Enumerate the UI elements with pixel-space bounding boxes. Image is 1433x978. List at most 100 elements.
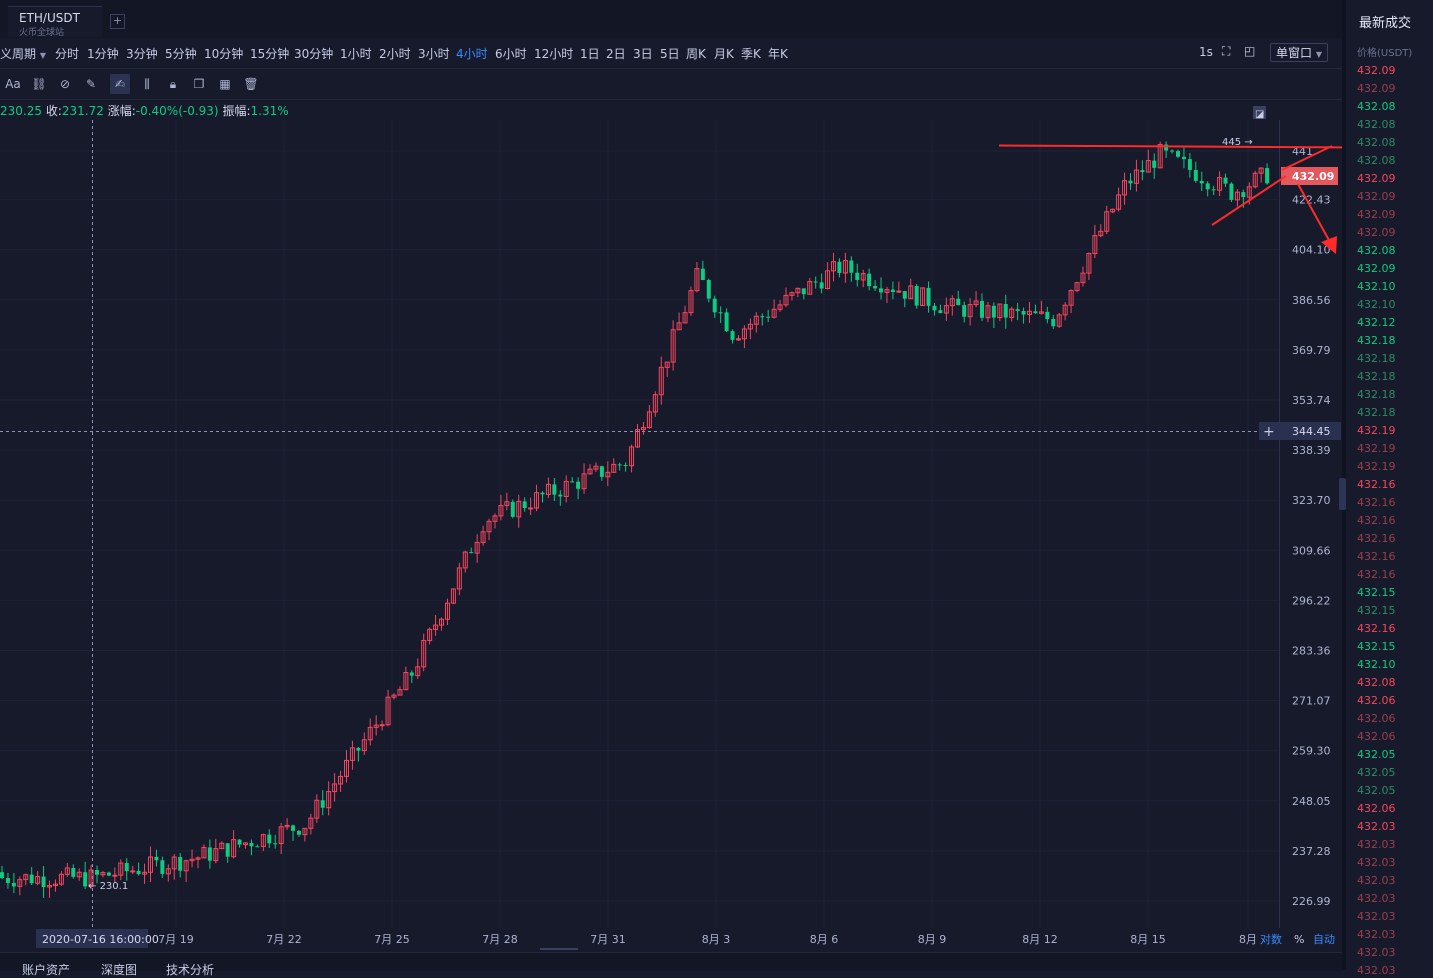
candle: [801, 288, 806, 300]
period-item[interactable]: 10分钟: [204, 47, 244, 61]
lock-icon[interactable]: 🔒︎: [169, 77, 177, 91]
period-item[interactable]: 30分钟: [294, 47, 334, 61]
candle: [813, 276, 818, 289]
trade-row: 432.09: [1357, 262, 1396, 275]
add-tab-button[interactable]: +: [110, 14, 125, 29]
trash-icon[interactable]: 🗑︎: [243, 77, 259, 91]
down-arrow-line[interactable]: [1297, 183, 1331, 243]
candle-body: [611, 463, 617, 473]
draw-mode-icon[interactable]: ✍: [110, 74, 130, 94]
candle-body: [302, 827, 308, 836]
period-item[interactable]: 12小时: [534, 47, 574, 61]
candle-body: [522, 501, 527, 509]
tab-bar: ETH/USDT 火币全球站 +: [0, 0, 1342, 39]
collapse-handle[interactable]: [1339, 478, 1346, 510]
period-item[interactable]: 1小时: [340, 47, 372, 61]
close-label: 收:: [45, 104, 62, 118]
period-item[interactable]: 1日: [580, 47, 600, 61]
candle: [1003, 294, 1008, 329]
candle-body: [1211, 189, 1216, 191]
scroll-handle[interactable]: [540, 948, 578, 950]
candlestick-chart[interactable]: 441 422.43 404.10 386.56 369.79 353.74 338.39 3…: [0, 100, 1342, 950]
candle-style-icon[interactable]: ⫼: [144, 77, 150, 91]
pattern-tool-icon[interactable]: ⛓: [31, 77, 47, 91]
tab-eth-usdt[interactable]: ETH/USDT 火币全球站: [8, 6, 102, 38]
period-bar: 义周期 ▼ 分时 1分钟 3分钟 5分钟 10分钟 15分钟 30分钟 1小时 …: [0, 38, 1342, 69]
candle: [962, 301, 967, 323]
candle: [766, 309, 771, 323]
period-item[interactable]: 分时: [55, 47, 80, 61]
candle: [997, 303, 1003, 322]
period-item[interactable]: 5分钟: [165, 47, 197, 61]
candle-body: [528, 507, 534, 510]
period-item[interactable]: 季K: [741, 47, 761, 61]
candle-body: [260, 834, 266, 847]
candle: [1193, 161, 1198, 183]
candle-body: [1062, 304, 1068, 316]
candle: [605, 461, 611, 487]
candle: [1033, 304, 1038, 314]
candle-body: [700, 268, 705, 280]
period-item-active[interactable]: 4小时: [456, 47, 488, 61]
fullscreen-icon[interactable]: ⛶: [1222, 44, 1231, 58]
candle-body: [623, 465, 628, 467]
period-item[interactable]: 3日: [633, 47, 653, 61]
candle: [1252, 170, 1258, 189]
candle: [712, 295, 717, 318]
period-item[interactable]: 3分钟: [126, 47, 158, 61]
trade-row: 432.03: [1357, 892, 1396, 905]
period-item[interactable]: 6小时: [495, 47, 527, 61]
candle-body: [136, 870, 141, 875]
candle-body: [747, 323, 753, 330]
candle-body: [558, 494, 563, 497]
candle-body: [646, 411, 652, 429]
period-item[interactable]: 周K: [686, 47, 706, 61]
text-tool-button[interactable]: Aa: [5, 77, 21, 91]
price-tick-label: 296.22: [1292, 594, 1331, 607]
candle-body: [403, 672, 409, 691]
candle-body: [1170, 150, 1175, 152]
indicator-icon[interactable]: ▦: [219, 77, 231, 91]
period-item[interactable]: 2小时: [379, 47, 411, 61]
period-item[interactable]: 年K: [768, 47, 788, 61]
period-item[interactable]: 2日: [606, 47, 626, 61]
candle: [5, 873, 10, 889]
copy-icon[interactable]: ❐: [193, 77, 205, 91]
triangle-upper-line[interactable]: [1281, 145, 1333, 171]
magnet-tool-icon[interactable]: ⊘: [59, 77, 71, 91]
candle-body: [581, 473, 587, 490]
period-item[interactable]: 15分钟: [250, 47, 290, 61]
candle: [611, 458, 617, 473]
period-item[interactable]: 3小时: [418, 47, 450, 61]
period-item[interactable]: 5日: [660, 47, 680, 61]
date-axis: 7月 19 7月 22 7月 25 7月 28 7月 31 8月 3 8月 6 8月 9 8月 …: [158, 933, 1257, 946]
refresh-interval[interactable]: 1s: [1199, 45, 1213, 59]
candle: [504, 492, 510, 511]
candle-body: [1110, 208, 1116, 213]
triangle-lower-line[interactable]: [1211, 175, 1287, 226]
scale-log-toggle[interactable]: 对数: [1260, 932, 1282, 946]
trade-row: 432.08: [1357, 118, 1396, 131]
candle: [1086, 252, 1092, 280]
candle: [849, 256, 854, 282]
candle-body: [284, 824, 290, 828]
chart-settings-icon[interactable]: [1253, 106, 1266, 119]
snapshot-icon[interactable]: ◰: [1244, 44, 1256, 58]
resistance-line[interactable]: [998, 144, 1342, 149]
period-item[interactable]: 月K: [714, 47, 734, 61]
candle: [552, 478, 557, 502]
period-item[interactable]: 1分钟: [87, 47, 119, 61]
candle-body: [724, 312, 729, 332]
custom-period-dropdown[interactable]: 义周期 ▼: [0, 45, 46, 62]
candle: [1056, 313, 1062, 328]
scale-percent-toggle[interactable]: %: [1294, 933, 1304, 946]
scale-auto-toggle[interactable]: 自动: [1313, 933, 1335, 946]
candle: [599, 465, 604, 481]
candle-body: [1116, 194, 1122, 210]
user-annotations[interactable]: [998, 140, 1342, 254]
candle-body: [1021, 310, 1026, 315]
candle: [237, 839, 242, 848]
window-mode-dropdown[interactable]: 单窗口 ▼: [1270, 43, 1328, 62]
chart-background: [0, 100, 1342, 950]
ruler-tool-icon[interactable]: ✎: [85, 77, 97, 91]
